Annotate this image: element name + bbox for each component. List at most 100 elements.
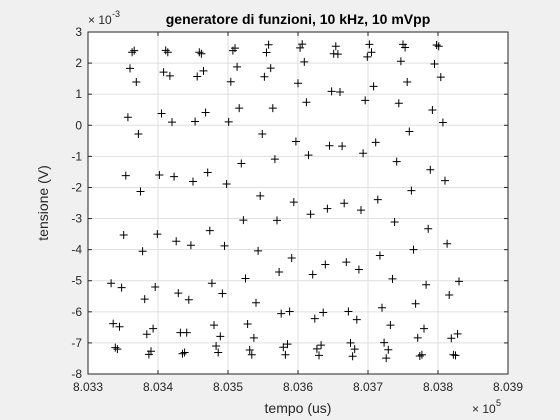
data-point-marker bbox=[390, 217, 399, 226]
data-point-marker bbox=[443, 239, 452, 248]
data-point-marker bbox=[197, 49, 206, 58]
data-point-marker bbox=[193, 72, 202, 81]
data-point-marker bbox=[256, 191, 265, 200]
data-point-marker bbox=[449, 350, 458, 359]
data-point-marker bbox=[128, 48, 137, 57]
data-point-marker bbox=[384, 345, 393, 354]
data-point-marker bbox=[287, 254, 296, 263]
data-point-marker bbox=[403, 78, 412, 87]
y-tick-label: 3 bbox=[75, 25, 82, 39]
x-tick-label: 8.035 bbox=[213, 380, 243, 394]
data-point-marker bbox=[298, 40, 307, 49]
data-point-marker bbox=[226, 77, 235, 86]
data-point-marker bbox=[319, 308, 328, 317]
data-point-marker bbox=[300, 57, 309, 66]
data-point-marker bbox=[249, 333, 258, 342]
data-point-marker bbox=[136, 187, 145, 196]
data-point-marker bbox=[172, 237, 181, 246]
y-exponent-base: × 10 bbox=[88, 13, 112, 27]
data-point-marker bbox=[123, 113, 132, 122]
data-point-marker bbox=[312, 344, 321, 353]
data-point-marker bbox=[428, 106, 437, 115]
data-point-marker bbox=[235, 104, 244, 113]
data-point-marker bbox=[438, 118, 447, 127]
data-point-marker bbox=[359, 149, 368, 158]
data-point-marker bbox=[201, 108, 210, 117]
data-point-marker bbox=[336, 88, 344, 97]
data-point-marker bbox=[432, 41, 441, 50]
x-tick-label: 8.038 bbox=[423, 380, 453, 394]
data-point-marker bbox=[424, 224, 433, 233]
data-point-marker bbox=[233, 62, 242, 71]
data-point-marker bbox=[111, 343, 120, 352]
data-point-marker bbox=[365, 40, 374, 49]
x-tick-label: 8.036 bbox=[283, 380, 313, 394]
data-point-marker bbox=[340, 199, 349, 208]
data-point-marker bbox=[107, 279, 116, 288]
y-tick-label: -2 bbox=[71, 180, 82, 194]
y-tick-label: -6 bbox=[71, 305, 82, 319]
data-point-marker bbox=[165, 71, 174, 80]
data-point-marker bbox=[315, 351, 323, 360]
data-point-marker bbox=[407, 186, 416, 195]
data-point-marker bbox=[367, 48, 376, 57]
data-point-marker bbox=[331, 42, 340, 51]
data-point-marker bbox=[378, 303, 386, 312]
data-point-marker bbox=[344, 307, 353, 316]
data-point-marker bbox=[184, 295, 193, 304]
data-point-marker bbox=[163, 48, 172, 57]
data-point-marker bbox=[281, 350, 290, 359]
y-tick-label: -8 bbox=[71, 367, 82, 381]
data-point-marker bbox=[415, 351, 424, 360]
data-point-marker bbox=[447, 334, 456, 343]
data-point-marker bbox=[268, 104, 277, 113]
data-point-marker bbox=[243, 319, 252, 328]
data-point-marker bbox=[302, 98, 311, 107]
data-markers bbox=[107, 40, 463, 363]
data-point-marker bbox=[279, 343, 288, 352]
data-point-marker bbox=[258, 129, 267, 138]
data-point-marker bbox=[348, 352, 357, 361]
data-point-marker bbox=[436, 73, 445, 82]
data-point-marker bbox=[283, 340, 292, 349]
data-point-marker bbox=[308, 270, 317, 279]
data-point-marker bbox=[180, 348, 189, 357]
data-point-marker bbox=[134, 129, 143, 138]
data-point-marker bbox=[346, 338, 355, 347]
data-point-marker bbox=[247, 350, 256, 359]
x-tick-label: 8.033 bbox=[73, 380, 103, 394]
data-point-marker bbox=[186, 241, 195, 250]
data-point-marker bbox=[241, 274, 250, 283]
chart-title: generatore di funzioni, 10 kHz, 10 mVpp bbox=[166, 11, 431, 27]
y-exponent-power: -3 bbox=[112, 9, 120, 19]
data-point-marker bbox=[411, 299, 420, 308]
data-point-marker bbox=[434, 42, 443, 51]
data-point-marker bbox=[273, 216, 281, 225]
data-point-marker bbox=[445, 291, 454, 300]
y-tick-label: 2 bbox=[75, 56, 82, 70]
data-point-marker bbox=[291, 137, 300, 146]
data-point-marker bbox=[327, 87, 336, 96]
data-point-marker bbox=[195, 48, 204, 57]
y-tick-label: -3 bbox=[71, 212, 82, 226]
data-point-marker bbox=[220, 241, 229, 250]
data-point-marker bbox=[216, 332, 225, 341]
data-point-marker bbox=[174, 289, 183, 298]
data-point-marker bbox=[266, 64, 275, 73]
data-point-marker bbox=[149, 324, 158, 333]
data-point-marker bbox=[130, 46, 139, 55]
data-point-marker bbox=[262, 48, 271, 57]
data-point-marker bbox=[409, 245, 418, 254]
data-point-marker bbox=[361, 96, 370, 105]
data-point-marker bbox=[325, 141, 334, 150]
data-point-marker bbox=[388, 274, 397, 283]
data-point-marker bbox=[275, 268, 284, 277]
x-exponent-base: × 10 bbox=[472, 402, 496, 416]
x-tick-label: 8.039 bbox=[493, 380, 523, 394]
y-axis-exponent: × 10 -3 bbox=[88, 9, 120, 27]
y-tick-label: 1 bbox=[75, 87, 82, 101]
data-point-marker bbox=[168, 118, 176, 127]
data-point-marker bbox=[245, 346, 254, 355]
data-point-marker bbox=[321, 260, 330, 269]
data-point-marker bbox=[205, 226, 214, 235]
